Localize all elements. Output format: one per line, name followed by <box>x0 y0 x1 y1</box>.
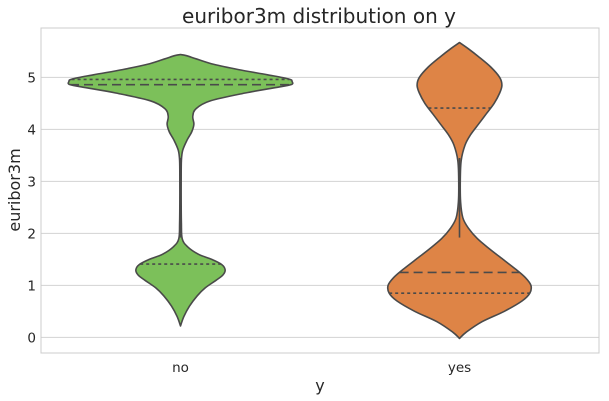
x-tick-labels: no yes <box>172 360 471 376</box>
y-tick-label: 3 <box>27 174 36 190</box>
plot-frame <box>40 27 600 354</box>
y-tick-label: 1 <box>27 278 36 294</box>
y-axis-label: euribor3m <box>5 148 24 231</box>
x-tick-label: yes <box>448 360 471 376</box>
y-tick-label: 4 <box>27 122 36 138</box>
chart-title: euribor3m distribution on y <box>182 4 456 28</box>
x-axis-label: y <box>315 376 324 395</box>
y-tick-label: 0 <box>27 330 36 346</box>
y-tick-labels: 0 1 2 3 4 5 <box>27 70 36 346</box>
y-tick-label: 2 <box>27 226 36 242</box>
y-tick-label: 5 <box>27 70 36 86</box>
x-tick-label: no <box>172 360 189 376</box>
violins <box>67 41 533 340</box>
